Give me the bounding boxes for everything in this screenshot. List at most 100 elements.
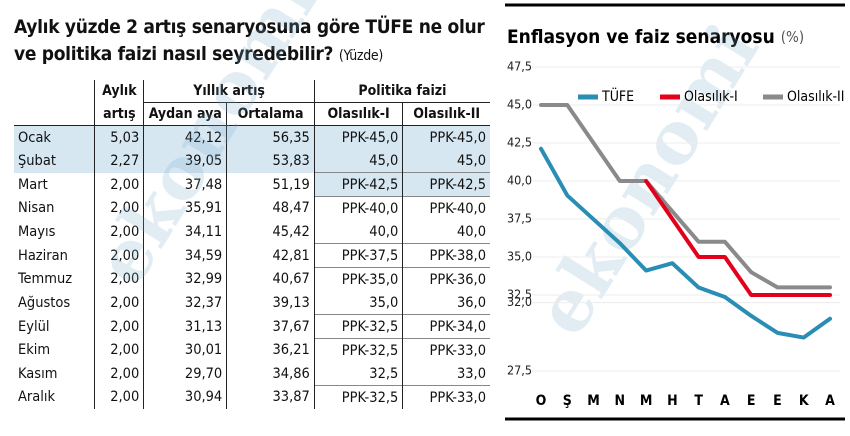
table-panel: Aylık yüzde 2 artış senaryosuna göre TÜF… <box>8 0 490 432</box>
table-cell: 45,0 <box>402 149 490 173</box>
y-tick-label: 35,0 <box>507 249 532 264</box>
header-cell: Olasılık-I <box>313 102 403 126</box>
header-cell: Aylık <box>94 80 144 103</box>
y-tick-label: 32,0 <box>507 294 532 309</box>
table-cell: PPK-33,0 <box>402 385 490 409</box>
table-cell: 2,27 <box>94 149 144 173</box>
table-cell: PPK-42,5 <box>313 172 403 197</box>
table-row: Mart 2,00 37,48 51,19 PPK-42,5 PPK-42,5 <box>14 172 490 197</box>
table-row: Ekim 2,00 30,01 36,21 PPK-32,5 PPK-33,0 <box>14 338 490 362</box>
table-cell: PPK-37,5 <box>313 243 403 268</box>
x-tick-label: N <box>615 393 626 409</box>
table-cell: 34,86 <box>226 362 315 386</box>
y-tick-label: 45,0 <box>507 97 532 112</box>
y-tick-label: 32,5 <box>507 287 532 302</box>
x-tick-label: E <box>773 393 782 409</box>
table-cell: Eylül <box>18 318 50 335</box>
table-cell: 42,12 <box>143 125 227 149</box>
table-cell: 2,00 <box>94 338 144 362</box>
table-cell: 48,47 <box>226 196 315 220</box>
table-cell: PPK-36,0 <box>402 267 490 291</box>
header-cell: Ortalama <box>226 102 315 126</box>
table-cell: 31,13 <box>143 314 227 339</box>
header-cell <box>14 102 95 126</box>
table-row: Eylül 2,00 31,13 37,67 PPK-32,5 PPK-34,0 <box>14 314 490 339</box>
table-cell: 2,00 <box>94 172 144 197</box>
y-tick-label: 37,5 <box>507 211 532 226</box>
table-cell: Ekim <box>18 342 51 359</box>
x-tick-label: A <box>720 393 730 409</box>
table-cell: PPK-42,5 <box>402 172 490 197</box>
table-row: Kasım 2,00 29,70 34,86 32,5 33,0 <box>14 362 490 386</box>
table-cell: PPK-45,0 <box>313 125 403 149</box>
table-cell: 40,0 <box>313 220 403 244</box>
table-cell: 2,00 <box>94 267 144 291</box>
table-row: Haziran 2,00 34,59 42,81 PPK-37,5 PPK-38,0 <box>14 243 490 268</box>
table-cell: 33,0 <box>402 362 490 386</box>
header-cell: Politika faizi <box>313 80 490 103</box>
table-cell: 39,05 <box>143 149 227 173</box>
table-cell: 35,0 <box>313 291 403 315</box>
table-cell: 40,0 <box>402 220 490 244</box>
table-cell: 42,81 <box>226 243 315 268</box>
table-cell: PPK-34,0 <box>402 314 490 339</box>
table-cell: 33,87 <box>226 385 315 409</box>
table-cell: 35,91 <box>143 196 227 220</box>
table-cell: 2,00 <box>94 243 144 268</box>
table-cell: 45,0 <box>313 149 403 173</box>
table-cell: Kasım <box>18 365 58 382</box>
y-tick-label: 42,5 <box>507 135 532 150</box>
table-cell: PPK-32,5 <box>313 385 403 409</box>
x-tick-label: M <box>587 393 600 409</box>
table-cell: 2,00 <box>94 362 144 386</box>
table-row: Ağustos 2,00 32,37 39,13 35,0 36,0 <box>14 291 490 315</box>
table-cell: 2,00 <box>94 291 144 315</box>
table-cell: Haziran <box>18 247 68 264</box>
x-tick-label: M <box>640 393 653 409</box>
table-row: Aralık 2,00 30,94 33,87 PPK-32,5 PPK-33,0 <box>14 385 490 409</box>
table-cell: 2,00 <box>94 196 144 220</box>
x-tick-label: O <box>536 393 547 409</box>
table-cell: 40,67 <box>226 267 315 291</box>
table-cell: Ocak <box>14 125 95 149</box>
table-cell: PPK-35,0 <box>313 267 403 291</box>
table-cell: 2,00 <box>94 314 144 339</box>
title-text: Enflasyon ve faiz senaryosu <box>507 26 775 48</box>
header-cell: Olasılık-II <box>402 102 490 126</box>
table-cell: 51,19 <box>226 172 315 197</box>
table-row: Nisan 2,00 35,91 48,47 PPK-40,0 PPK-40,0 <box>14 196 490 220</box>
table-row: Temmuz 2,00 32,99 40,67 PPK-35,0 PPK-36,0 <box>14 267 490 291</box>
table-cell: 30,94 <box>143 385 227 409</box>
table-cell: 2,00 <box>94 220 144 244</box>
table-cell: PPK-33,0 <box>402 338 490 362</box>
table-cell: 32,5 <box>313 362 403 386</box>
table-cell: 34,11 <box>143 220 227 244</box>
unit: (Yüzde) <box>338 48 384 64</box>
x-tick-label: H <box>667 393 678 409</box>
table-cell: 2,00 <box>94 385 144 409</box>
table: Aylık Yıllık artış Politika faizi artış … <box>14 80 490 409</box>
x-tick-label: E <box>747 393 756 409</box>
x-tick-label: K <box>799 393 810 409</box>
table-cell: 36,21 <box>226 338 315 362</box>
table-cell: PPK-45,0 <box>402 125 490 149</box>
table-cell: Mayıs <box>18 223 56 240</box>
table-cell: Ağustos <box>18 294 71 311</box>
table-cell: Aralık <box>18 389 56 406</box>
y-tick-label: 40,0 <box>507 173 532 188</box>
x-tick-label: T <box>694 393 703 409</box>
table-cell: Şubat <box>14 149 95 173</box>
legend-label: Olasılık-II <box>787 89 844 105</box>
legend-label: TÜFE <box>601 87 634 105</box>
table-cell: 32,37 <box>143 291 227 315</box>
table-title: Aylık yüzde 2 artış senaryosuna göre TÜF… <box>14 14 490 70</box>
table-cell: Mart <box>18 176 48 193</box>
x-tick-label: A <box>825 393 835 409</box>
table-cell: 36,0 <box>402 291 490 315</box>
table-row: Şubat 2,27 39,05 53,83 45,0 45,0 <box>14 149 490 173</box>
header-cell: Yıllık artış <box>143 80 315 103</box>
table-cell: 30,01 <box>143 338 227 362</box>
series-line <box>539 103 832 290</box>
table-cell: PPK-40,0 <box>402 196 490 220</box>
